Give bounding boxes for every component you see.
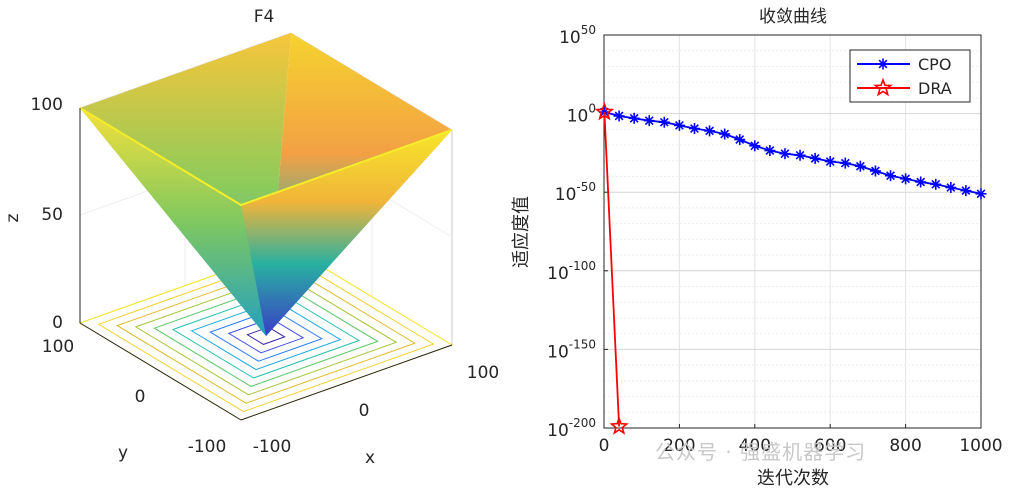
data-point-cpo (915, 176, 927, 188)
y-tick-label: 0 (135, 387, 146, 407)
data-point-cpo (809, 152, 821, 164)
x-tick-label: 200 (663, 436, 695, 456)
data-point-cpo (719, 128, 731, 140)
x-tick-label: 1000 (959, 436, 1002, 456)
data-point-cpo (900, 173, 912, 185)
data-point-cpo (734, 134, 746, 146)
z-tick-label: 100 (31, 95, 63, 115)
surface-face-front (241, 130, 452, 336)
grid (603, 34, 982, 429)
data-point-dra (609, 416, 629, 435)
watermark: 公众号 · 强盛机器学习 (655, 440, 867, 464)
data-point-cpo (704, 125, 716, 137)
y-tick-label: 10-50 (555, 180, 596, 205)
y-tick-label: 100 (567, 102, 596, 127)
x-tick-label: 0 (359, 401, 370, 421)
surface-rim (79, 107, 453, 207)
data-point-cpo (975, 188, 987, 200)
data-point-dra (594, 101, 615, 121)
x-axis-title: 迭代次数 (757, 468, 829, 489)
y-axis-title: 适应度值 (511, 196, 532, 268)
legend-label-dra: DRA (918, 79, 952, 98)
data-point-cpo (688, 123, 700, 135)
y-tick-label: 10-150 (547, 337, 596, 362)
data-point-cpo (764, 145, 776, 157)
z-tick-label: 50 (41, 205, 63, 225)
surface-plot: F4 100 50 0 z 100 0 -100 y (3, 7, 499, 468)
convergence-title: 收敛曲线 (759, 7, 827, 27)
data-point-cpo (869, 165, 881, 177)
y-axis-line (79, 322, 242, 421)
y-tick-label: -100 (188, 437, 227, 457)
data-point-cpo (930, 178, 942, 190)
y-tick-label: 10-100 (547, 259, 596, 284)
data-point-cpo (824, 156, 836, 168)
legend-marker-cpo (877, 58, 889, 70)
legend-label-cpo: CPO (918, 55, 951, 74)
y-tick-label: 100 (42, 337, 74, 357)
data-point-cpo (839, 157, 851, 169)
convergence-plot: 收敛曲线 0 200 400 600 800 1000 1050 100 10-50 10-10… (511, 7, 1003, 489)
x-tick-label: 800 (889, 436, 921, 456)
y-ticks: 1050 100 10-50 10-100 10-150 10-200 (547, 23, 608, 441)
y-tick-label: 10-200 (547, 416, 596, 441)
series-layer (594, 101, 987, 435)
x-axis-label: x (365, 448, 375, 468)
x-tick-label: 100 (467, 363, 499, 383)
x-tick-label: -100 (253, 437, 292, 457)
legend: CPO DRA (849, 49, 971, 103)
data-point-cpo (658, 116, 670, 128)
surface-title: F4 (254, 7, 275, 27)
data-point-cpo (960, 185, 972, 197)
x-tick-label: 600 (814, 436, 846, 456)
plot-frame (603, 34, 982, 429)
x-tick-label: 0 (599, 436, 610, 456)
data-point-cpo (885, 170, 897, 182)
data-point-cpo (779, 148, 791, 160)
data-point-cpo (749, 140, 761, 152)
data-point-cpo (613, 110, 625, 122)
data-point-cpo (794, 149, 806, 161)
x-tick-label: 400 (739, 436, 771, 456)
data-point-cpo (628, 112, 640, 124)
legend-box (849, 49, 971, 103)
y-tick-label: 1050 (559, 23, 596, 48)
data-point-cpo (643, 115, 655, 127)
data-point-cpo (673, 119, 685, 131)
data-point-cpo (945, 181, 957, 193)
y-axis-label: y (118, 443, 128, 463)
x-axis-line (240, 344, 453, 421)
series-line-dra (603, 111, 620, 427)
z-axis-label: z (3, 213, 23, 222)
legend-marker-dra (873, 77, 893, 97)
z-tick-label: 0 (52, 313, 63, 333)
data-point-cpo (854, 160, 866, 172)
surface-face-left (80, 108, 266, 336)
x-ticks: 0 200 400 600 800 1000 (599, 424, 1003, 456)
